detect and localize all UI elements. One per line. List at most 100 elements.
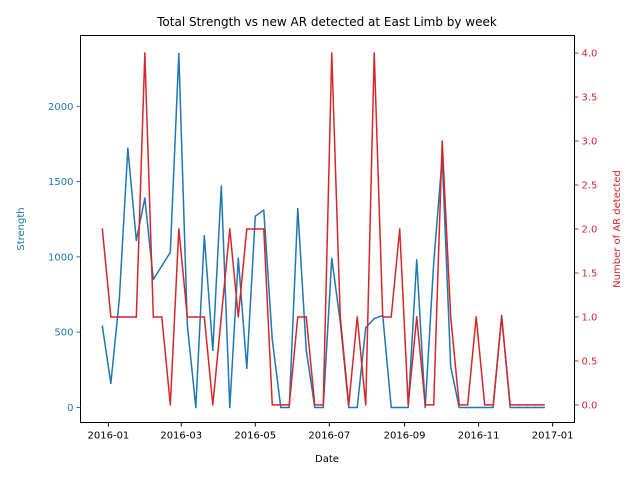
ar-count-data-point <box>373 52 376 54</box>
ar-count-data-point <box>526 404 528 406</box>
ar-count-data-point <box>152 316 155 318</box>
ar-count-data-point <box>195 316 197 318</box>
ar-count-data-point <box>517 404 520 406</box>
ar-count-data-point <box>228 228 231 230</box>
ar-count-data-point <box>441 140 444 142</box>
strength-data-point <box>262 209 265 211</box>
ar-count-data-point <box>543 404 545 406</box>
strength-data-point <box>458 406 460 409</box>
ar-count-data-point <box>509 404 511 406</box>
strength-data-point <box>543 406 545 409</box>
ar-count-data-point <box>118 316 121 318</box>
strength-data-point <box>424 406 427 409</box>
right-y-tick-label: 3.5 <box>582 93 598 104</box>
strength-data-point <box>517 406 520 409</box>
strength-data-point <box>118 298 121 300</box>
strength-data-point <box>288 406 291 409</box>
ar-count-data-point <box>262 228 265 230</box>
strength-data-point <box>212 349 214 352</box>
right-y-tick-label: 2.5 <box>582 181 598 192</box>
x-tick-label: 2016-07 <box>308 431 350 442</box>
strength-data-point <box>347 406 350 409</box>
ar-count-data-point <box>144 52 146 54</box>
strength-data-point <box>475 406 477 409</box>
ar-count-data-point <box>220 316 223 318</box>
ar-count-data-point <box>203 316 206 318</box>
chart-title: Total Strength vs new AR detected at Eas… <box>156 15 497 29</box>
strength-data-point <box>407 406 410 409</box>
right-y-tick-label: 1.0 <box>582 312 598 323</box>
strength-data-point <box>178 52 180 55</box>
ar-count-data-point <box>271 404 274 406</box>
right-y-tick-label: 2.0 <box>582 225 598 236</box>
strength-data-point <box>203 234 206 237</box>
strength-data-point <box>415 259 418 261</box>
strength-data-point <box>390 406 393 409</box>
ar-count-data-point <box>339 316 342 318</box>
x-axis-label: Date <box>315 454 339 465</box>
strength-data-point <box>449 365 452 368</box>
ar-count-data-point <box>110 316 112 318</box>
left-y-tick-label: 2000 <box>48 102 73 113</box>
ar-count-data-point <box>356 316 359 318</box>
ar-count-data-point <box>415 316 418 318</box>
strength-data-point <box>398 406 401 409</box>
strength-data-point <box>322 406 325 409</box>
ar-count-data-point <box>161 316 163 318</box>
left-y-axis-label: Strength <box>16 207 27 250</box>
right-y-tick-label: 0.0 <box>582 400 598 411</box>
ar-count-data-point <box>398 228 401 230</box>
ar-count-data-point <box>381 316 384 318</box>
strength-data-point <box>534 406 537 409</box>
strength-data-point <box>169 251 172 254</box>
ar-count-data-point <box>492 404 494 406</box>
x-tick-label: 2016-11 <box>458 431 500 442</box>
left-y-tick-label: 0 <box>67 403 73 414</box>
strength-data-point <box>254 215 257 217</box>
ar-count-data-point <box>313 404 316 406</box>
ar-count-data-point <box>305 316 308 318</box>
left-y-tick-label: 500 <box>54 328 73 339</box>
strength-data-point <box>245 367 248 370</box>
ar-count-data-point <box>483 404 486 406</box>
ar-count-data-point <box>178 228 180 230</box>
strength-data-point <box>364 326 367 329</box>
ar-count-data-point <box>296 316 299 318</box>
ar-count-data-point <box>135 316 138 318</box>
ar-count-data-point <box>101 228 104 230</box>
ar-count-data-point <box>330 52 333 54</box>
strength-data-point <box>220 185 223 187</box>
strength-data-point <box>526 406 528 409</box>
strength-data-point <box>432 262 435 264</box>
ar-count-data-point <box>364 404 367 406</box>
ar-count-data-point <box>322 404 325 406</box>
ar-count-data-point <box>432 404 435 406</box>
strength-data-point <box>330 257 333 260</box>
strength-data-point <box>110 382 112 385</box>
x-tick-label: 2016-05 <box>234 431 276 442</box>
ar-count-data-point <box>288 404 291 406</box>
strength-data-point <box>373 317 376 320</box>
strength-data-point <box>305 349 308 352</box>
strength-data-point <box>356 406 359 409</box>
ar-count-data-point <box>458 404 460 406</box>
x-tick-label: 2016-03 <box>160 431 202 442</box>
ar-count-data-point <box>279 404 282 406</box>
strength-data-point <box>135 239 138 242</box>
right-y-tick-label: 3.0 <box>582 137 598 148</box>
strength-data-point <box>161 265 163 267</box>
strength-data-point <box>195 406 197 409</box>
ar-count-data-point <box>449 316 452 318</box>
x-tick-label: 2016-09 <box>384 431 426 442</box>
strength-data-point <box>101 325 104 327</box>
ar-count-data-point <box>390 316 393 318</box>
ar-count-data-point <box>424 404 427 406</box>
ar-count-data-point <box>186 316 189 318</box>
ar-count-data-point <box>245 228 248 230</box>
ar-count-data-point <box>212 404 214 406</box>
plot-area <box>80 35 575 423</box>
strength-data-point <box>483 406 486 409</box>
ar-count-data-point <box>347 404 350 406</box>
